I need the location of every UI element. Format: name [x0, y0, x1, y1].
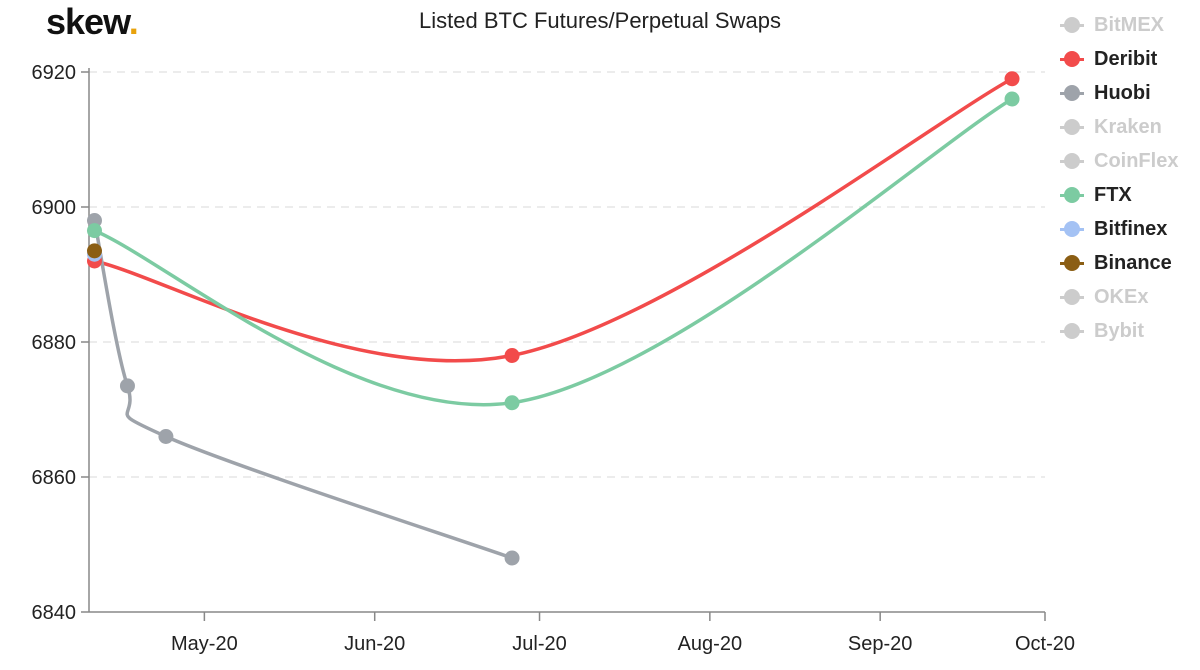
- x-tick-label: Jul-20: [512, 633, 566, 655]
- data-point-huobi: [119, 378, 135, 394]
- chart-title: Listed BTC Futures/Perpetual Swaps: [419, 8, 781, 33]
- axes: [88, 68, 1045, 613]
- legend-label: CoinFlex: [1094, 149, 1179, 172]
- series-line-ftx: [92, 97, 1014, 407]
- data-point-ftx: [86, 223, 102, 239]
- legend-marker-dot: [1064, 255, 1080, 271]
- legend-marker-icon: [1060, 51, 1084, 67]
- logo-dot: .: [128, 1, 139, 42]
- x-axis-ticks: May-20 Jun-20 Jul-20 Aug-20 Sep-20 Oct-20: [171, 612, 1075, 655]
- y-tick-label: 6860: [32, 467, 77, 489]
- series-lines: [92, 77, 1014, 560]
- legend-marker-icon: [1060, 221, 1084, 237]
- data-point-ftx: [504, 395, 520, 411]
- legend-item-bitfinex[interactable]: Bitfinex: [1060, 212, 1178, 246]
- legend-marker-dot: [1064, 51, 1080, 67]
- legend-marker-icon: [1060, 187, 1084, 203]
- legend-label: Bitfinex: [1094, 217, 1168, 240]
- legend-item-okex[interactable]: OKEx: [1060, 280, 1178, 314]
- gridlines: [89, 71, 1045, 478]
- legend-label: OKEx: [1094, 285, 1149, 308]
- legend-marker-dot: [1064, 85, 1080, 101]
- legend-marker-dot: [1064, 153, 1080, 169]
- legend-marker-dot: [1064, 17, 1080, 33]
- legend-label: Binance: [1094, 251, 1172, 274]
- legend-label: Deribit: [1094, 47, 1158, 70]
- legend-marker-dot: [1064, 119, 1080, 135]
- legend-item-coinflex[interactable]: CoinFlex: [1060, 144, 1178, 178]
- legend-item-ftx[interactable]: FTX: [1060, 178, 1178, 212]
- skew-logo: skew.: [46, 0, 139, 44]
- data-point-binance: [86, 243, 102, 259]
- chart-legend: BitMEX Deribit Huobi Kraken CoinFlex FTX Bitfi…: [1060, 8, 1178, 348]
- data-point-ftx: [1004, 91, 1020, 107]
- x-tick-label: May-20: [171, 633, 238, 655]
- legend-marker-dot: [1064, 323, 1080, 339]
- legend-marker-dot: [1064, 289, 1080, 305]
- legend-marker-icon: [1060, 85, 1084, 101]
- legend-marker-icon: [1060, 323, 1084, 339]
- legend-label: Bybit: [1094, 319, 1144, 342]
- x-tick-label: Aug-20: [678, 633, 743, 655]
- legend-label: Kraken: [1094, 115, 1162, 138]
- x-tick-label: Sep-20: [848, 633, 913, 655]
- series-line-deribit: [92, 77, 1014, 363]
- legend-marker-icon: [1060, 289, 1084, 305]
- logo-text: skew: [46, 1, 130, 42]
- legend-marker-icon: [1060, 17, 1084, 33]
- legend-marker-dot: [1064, 221, 1080, 237]
- data-point-deribit: [504, 348, 520, 363]
- legend-label: FTX: [1094, 183, 1132, 206]
- data-point-huobi: [158, 429, 174, 444]
- x-tick-label: Oct-20: [1015, 633, 1075, 655]
- series-line-huobi: [92, 218, 514, 560]
- legend-item-binance[interactable]: Binance: [1060, 246, 1178, 280]
- legend-item-bitmex[interactable]: BitMEX: [1060, 8, 1178, 42]
- data-point-huobi: [504, 550, 520, 566]
- legend-label: BitMEX: [1094, 13, 1164, 36]
- x-tick-label: Jun-20: [344, 633, 405, 655]
- legend-item-huobi[interactable]: Huobi: [1060, 76, 1178, 110]
- data-point-deribit: [1004, 71, 1020, 87]
- legend-label: Huobi: [1094, 81, 1151, 104]
- legend-marker-icon: [1060, 119, 1084, 135]
- legend-marker-icon: [1060, 153, 1084, 169]
- legend-item-deribit[interactable]: Deribit: [1060, 42, 1178, 76]
- legend-marker-icon: [1060, 255, 1084, 271]
- legend-item-kraken[interactable]: Kraken: [1060, 110, 1178, 144]
- series-points: [86, 71, 1020, 566]
- y-tick-label: 6880: [32, 332, 77, 354]
- legend-marker-dot: [1064, 187, 1080, 203]
- y-axis-ticks: 6840 6860 6880 6900 6920: [32, 62, 89, 624]
- legend-item-bybit[interactable]: Bybit: [1060, 314, 1178, 348]
- y-tick-label: 6900: [32, 197, 77, 219]
- y-tick-label: 6920: [32, 62, 77, 84]
- y-tick-label: 6840: [32, 602, 77, 624]
